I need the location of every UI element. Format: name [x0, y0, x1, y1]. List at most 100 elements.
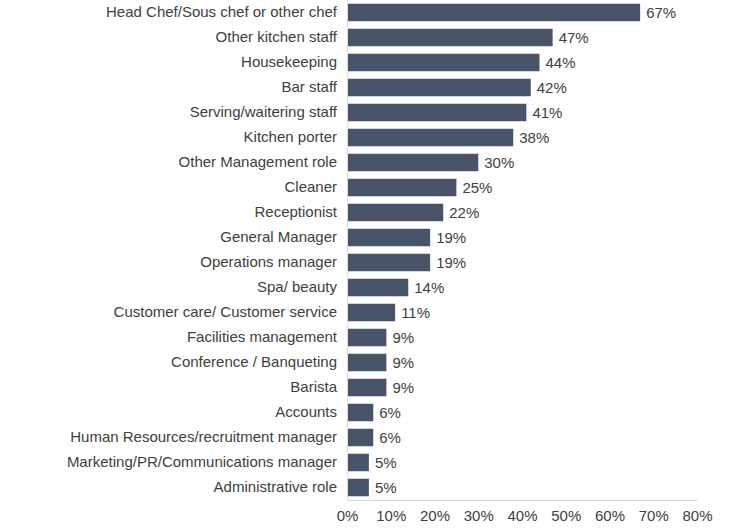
y-tick-label: Housekeeping — [241, 53, 337, 70]
y-tick: Housekeeping — [241, 53, 347, 70]
bar — [347, 354, 386, 372]
bar — [347, 79, 531, 97]
data-label: 11% — [401, 304, 430, 321]
chart-svg: 0% 10% 20% 30% 40% 50% 60% 70% 80% Head Chef/Sous… — [0, 0, 732, 531]
y-tick-label: Kitchen porter — [244, 128, 337, 145]
bar — [347, 154, 478, 172]
y-tick-label: Customer care/ Customer service — [114, 303, 337, 320]
y-tick: Spa/ beauty — [257, 278, 347, 295]
x-tick: 40% — [507, 500, 537, 524]
x-tick-label: 20% — [420, 507, 450, 524]
y-tick-label: Human Resources/recruitment manager — [70, 428, 337, 445]
data-label: 47% — [559, 29, 589, 46]
y-tick-label: Serving/waitering staff — [190, 103, 338, 120]
data-label: 41% — [532, 104, 562, 121]
y-tick-label: Marketing/PR/Communications manager — [67, 453, 337, 470]
bar — [347, 304, 395, 322]
data-label: 44% — [546, 54, 576, 71]
x-tick: 10% — [376, 500, 406, 524]
y-tick: Marketing/PR/Communications manager — [67, 453, 347, 470]
y-tick-label: Administrative role — [214, 478, 337, 495]
y-axis-line — [347, 1, 348, 501]
x-tick-label: 30% — [464, 507, 494, 524]
y-tick-label: Operations manager — [200, 253, 337, 270]
y-tick-label: Other kitchen staff — [216, 28, 338, 45]
bar — [347, 404, 373, 422]
x-tick: 30% — [464, 500, 494, 524]
data-label: 19% — [436, 254, 466, 271]
y-tick-label: Barista — [290, 378, 337, 395]
bar — [347, 379, 386, 397]
y-tick: Kitchen porter — [244, 128, 347, 145]
x-tick-label: 50% — [551, 507, 581, 524]
y-tick: Operations manager — [200, 253, 347, 270]
data-label: 38% — [519, 129, 549, 146]
x-tick: 70% — [639, 500, 669, 524]
data-label: 22% — [449, 204, 479, 221]
x-tick: 60% — [595, 500, 625, 524]
x-tick-label: 70% — [639, 507, 669, 524]
y-tick: General Manager — [220, 228, 347, 245]
data-labels: 67% 47% 44% 42% 41% 38% 30% 25% 22% 19% 19% 14% 11% 9… — [375, 4, 676, 496]
x-tick-label: 0% — [337, 507, 359, 524]
bar — [347, 279, 408, 297]
y-tick: Head Chef/Sous chef or other chef — [106, 3, 347, 20]
bar — [347, 329, 386, 347]
x-tick: 80% — [682, 500, 712, 524]
data-label: 14% — [414, 279, 444, 296]
bar — [347, 4, 640, 22]
y-tick: Conference / Banqueting — [171, 353, 347, 370]
y-tick-label: General Manager — [220, 228, 337, 245]
bar — [347, 179, 456, 197]
data-label: 42% — [537, 79, 567, 96]
x-tick-label: 80% — [682, 507, 712, 524]
data-label: 6% — [379, 429, 401, 446]
y-tick-label: Other Management role — [179, 153, 337, 170]
data-label: 5% — [375, 454, 397, 471]
y-tick-label: Conference / Banqueting — [171, 353, 337, 370]
y-tick: Serving/waitering staff — [190, 103, 347, 120]
x-tick: 20% — [420, 500, 450, 524]
data-label: 6% — [379, 404, 401, 421]
y-tick: Cleaner — [284, 178, 347, 195]
bar — [347, 29, 553, 47]
data-label: 5% — [375, 479, 397, 496]
x-axis: 0% 10% 20% 30% 40% 50% 60% 70% 80% — [337, 500, 713, 524]
data-label: 9% — [392, 354, 414, 371]
y-tick: Bar staff — [281, 78, 347, 95]
data-label: 30% — [484, 154, 514, 171]
bar — [347, 254, 430, 272]
x-axis-line — [348, 500, 698, 501]
y-tick: Customer care/ Customer service — [114, 303, 347, 320]
y-tick: Barista — [290, 378, 347, 395]
chart-container: 0% 10% 20% 30% 40% 50% 60% 70% 80% Head Chef/Sous… — [0, 0, 732, 531]
bar — [347, 129, 513, 147]
bar — [347, 429, 373, 447]
bar — [347, 104, 526, 122]
x-tick: 0% — [337, 500, 359, 524]
plot-area: 0% 10% 20% 30% 40% 50% 60% 70% 80% Head Chef/Sous… — [67, 1, 713, 524]
y-tick-label: Bar staff — [281, 78, 337, 95]
y-axis: Head Chef/Sous chef or other chef Other k… — [67, 1, 348, 501]
y-tick-label: Spa/ beauty — [257, 278, 338, 295]
x-tick: 50% — [551, 500, 581, 524]
y-tick: Accounts — [275, 403, 347, 420]
data-label: 67% — [646, 4, 676, 21]
x-tick-label: 10% — [376, 507, 406, 524]
y-tick: Other kitchen staff — [216, 28, 347, 45]
x-tick-label: 60% — [595, 507, 625, 524]
x-tick-label: 40% — [507, 507, 537, 524]
y-tick: Other Management role — [179, 153, 347, 170]
bar — [347, 479, 369, 497]
y-tick: Administrative role — [214, 478, 347, 495]
data-label: 25% — [462, 179, 492, 196]
bar — [347, 54, 540, 72]
y-tick-label: Receptionist — [254, 203, 337, 220]
y-tick-label: Facilities management — [187, 328, 338, 345]
bar — [347, 204, 443, 222]
y-tick: Human Resources/recruitment manager — [70, 428, 347, 445]
y-tick-label: Accounts — [275, 403, 337, 420]
y-tick: Receptionist — [254, 203, 347, 220]
data-label: 9% — [392, 329, 414, 346]
data-label: 19% — [436, 229, 466, 246]
